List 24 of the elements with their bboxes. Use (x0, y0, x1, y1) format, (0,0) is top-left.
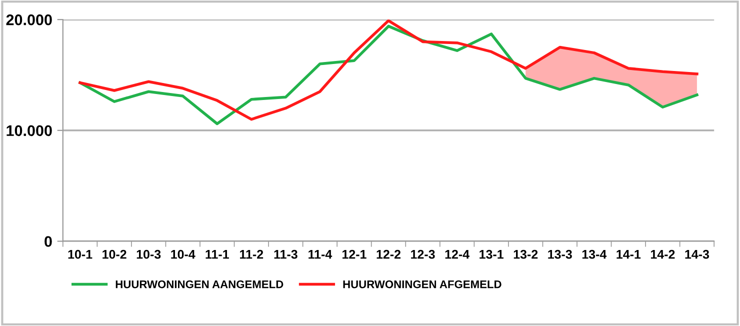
x-tick-label: 11-4 (308, 250, 332, 259)
x-tick-label: 11-3 (274, 250, 298, 259)
y-tick-label: 10.000 (6, 125, 52, 136)
x-tick-label: 13-4 (582, 250, 607, 259)
x-tick-label: 10-3 (136, 250, 161, 259)
y-tick-label: 0 (44, 236, 52, 247)
x-tick-label: 11-1 (206, 250, 229, 259)
y-tick-label: 20.000 (6, 14, 52, 26)
x-tick-label: 12-2 (376, 250, 401, 259)
x-tick-label: 10-1 (68, 250, 92, 259)
x-tick-label: 12-3 (411, 250, 435, 259)
x-tick-label: 11-2 (240, 250, 264, 259)
x-tick-label: 10-2 (102, 250, 126, 259)
x-tick-label: 14-3 (685, 250, 710, 259)
x-tick-label: 12-1 (342, 250, 366, 259)
x-tick-label: 13-1 (480, 250, 504, 259)
x-tick-label: 13-3 (548, 250, 572, 259)
x-tick-label: 14-1 (616, 250, 641, 259)
x-tick-label: 12-4 (445, 250, 470, 259)
legend-label: HUURWONINGEN AFGEMELD (343, 280, 502, 288)
legend-label: HUURWONINGEN AANGEMELD (116, 280, 284, 288)
x-tick-label: 13-2 (514, 250, 538, 259)
x-tick-label: 10-4 (171, 250, 196, 259)
x-tick-label: 14-2 (650, 250, 675, 259)
